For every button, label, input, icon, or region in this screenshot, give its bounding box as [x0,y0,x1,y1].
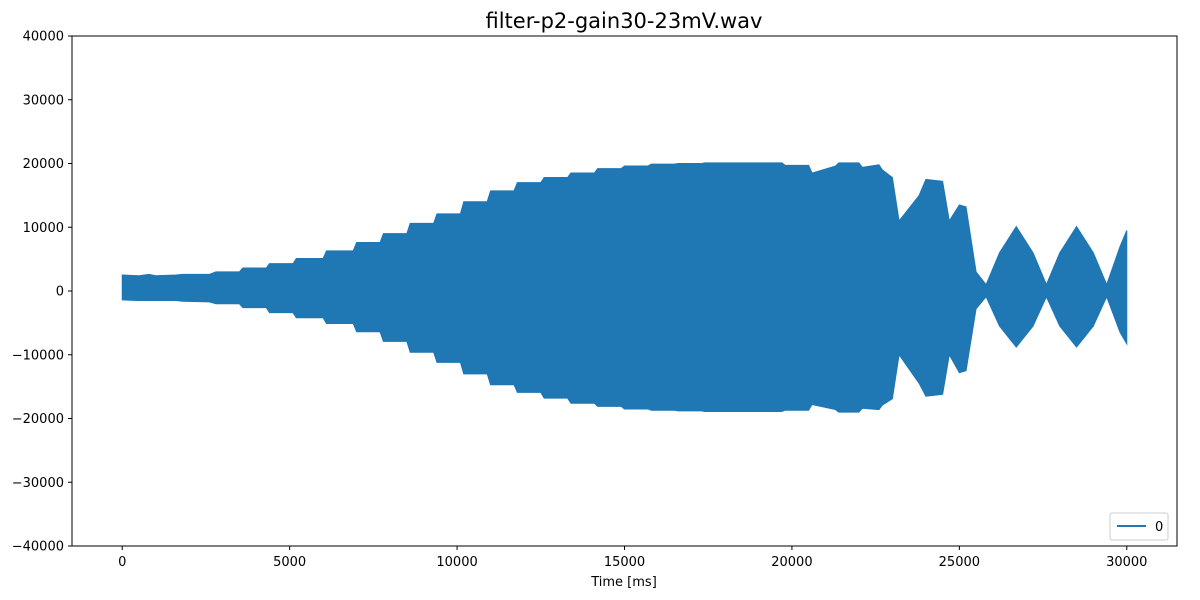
x-tick-label: 10000 [436,555,477,570]
legend-series-name: 0 [1155,520,1163,535]
y-tick-label: 20000 [23,157,64,172]
chart-title: filter-p2-gain30-23mV.wav [486,9,763,33]
x-axis-label: Time [ms] [590,575,657,590]
x-tick-label: 0 [118,555,126,570]
axes: 0 5000 10000 15000 20000 25000 30000 −40000 −300… [12,30,1178,570]
x-tick-label: 5000 [273,555,306,570]
y-tick-label: −40000 [12,540,64,555]
waveform-envelope [121,162,1128,413]
y-tick-label: 0 [56,285,64,300]
x-tick-label: 25000 [939,555,980,570]
y-tick-label: 40000 [23,30,64,45]
x-tick-label: 20000 [771,555,812,570]
x-tick-label: 30000 [1106,555,1147,570]
y-tick-label: 30000 [23,93,64,108]
x-tick-label: 15000 [604,555,645,570]
y-tick-label: 10000 [23,221,64,236]
legend: 0 [1109,512,1169,541]
y-tick-label: −20000 [12,412,64,427]
y-tick-label: −10000 [12,348,64,363]
y-tick-label: −30000 [12,476,64,491]
plot-area [121,162,1128,413]
